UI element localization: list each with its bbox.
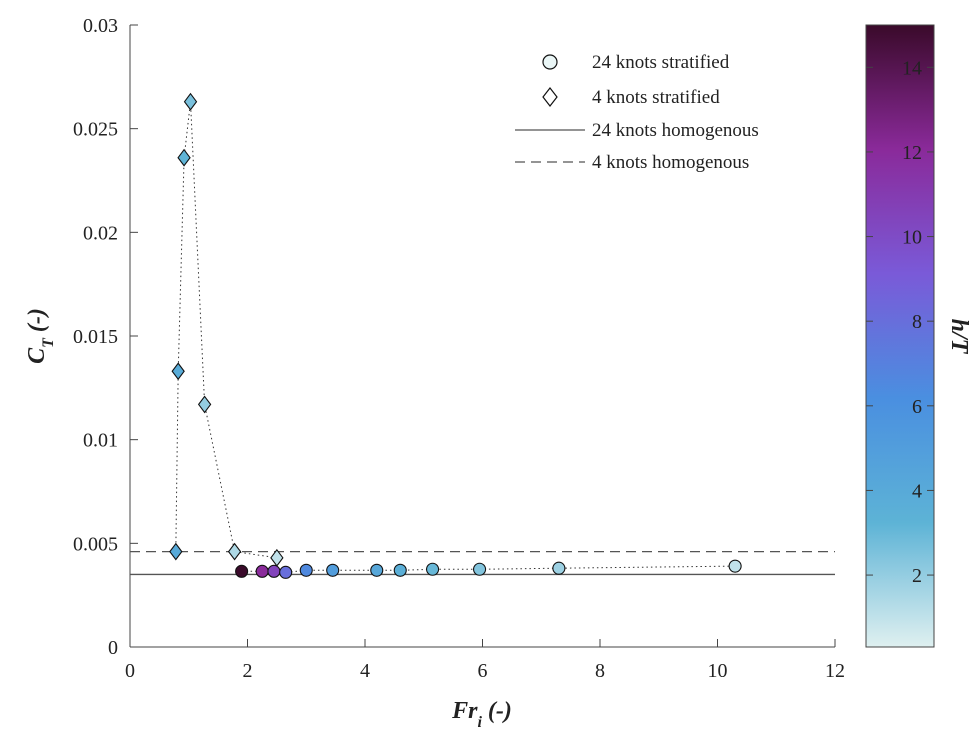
y-tick-label: 0.01 [83, 430, 118, 452]
circle-marker [267, 564, 281, 578]
circle-marker [393, 563, 407, 577]
colorbar-tick-label: 2 [912, 565, 922, 587]
connector-diamond [175, 101, 277, 559]
legend-label: 24 knots stratified [592, 52, 730, 73]
colorbar-label: h/T [946, 319, 969, 355]
legend-circle-marker [542, 54, 558, 70]
x-tick-label: 10 [708, 660, 728, 682]
diamond-marker [171, 362, 185, 381]
y-tick-label: 0.005 [73, 533, 118, 555]
y-tick-label: 0.03 [83, 15, 118, 37]
colorbar-gradient [865, 24, 935, 648]
x-axis-title: Fri (-) [451, 698, 512, 729]
y-tick-label: 0.02 [83, 222, 118, 244]
x-tick-label: 12 [825, 660, 845, 682]
x-tick-label: 2 [243, 660, 253, 682]
circle-marker [426, 562, 440, 576]
colorbar-tick-label: 14 [902, 57, 922, 79]
colorbar-tick-label: 4 [912, 480, 922, 502]
x-axis-ticks: 0 2 4 6 8 10 12 [125, 639, 845, 682]
colorbar-tick-label: 8 [912, 311, 922, 333]
circle-marker [473, 562, 487, 576]
circle-marker [552, 561, 566, 575]
diamond-marker [197, 395, 212, 414]
legend-diamond-marker [542, 87, 558, 107]
y-tick-label: 0.015 [73, 326, 118, 348]
connector-circle [241, 565, 736, 573]
legend-label: 4 knots homogenous [592, 152, 749, 173]
diamond-marker [270, 548, 284, 567]
legend-label: 24 knots homogenous [592, 120, 759, 141]
colorbar-tick-label: 10 [902, 227, 922, 249]
circle-marker [235, 564, 249, 578]
diamond-marker [177, 148, 191, 167]
y-axis-title: CT (-) [24, 308, 57, 364]
colorbar-tick-label: 12 [902, 142, 922, 164]
data-markers [169, 92, 742, 579]
circle-marker [255, 564, 269, 578]
circle-marker [728, 559, 742, 573]
legend: 24 knots stratified 4 knots stratified 24 … [515, 52, 759, 173]
diamond-marker [227, 542, 242, 561]
circle-marker [370, 563, 384, 577]
y-tick-label: 0 [108, 637, 118, 659]
x-tick-label: 4 [360, 660, 370, 682]
circle-marker [299, 563, 313, 577]
colorbar-tick-label: 6 [912, 396, 922, 418]
x-tick-label: 6 [478, 660, 488, 682]
x-tick-label: 0 [125, 660, 135, 682]
diamond-marker [169, 542, 183, 561]
circle-marker [279, 565, 293, 579]
colorbar: 2 4 6 8 10 12 14 [865, 24, 935, 648]
circle-marker [326, 563, 340, 577]
y-tick-label: 0.025 [73, 119, 118, 141]
x-tick-label: 8 [595, 660, 605, 682]
legend-label: 4 knots stratified [592, 87, 720, 108]
y-axis-ticks: 0 0.005 0.01 0.015 0.02 0.025 0.03 [73, 15, 138, 659]
diamond-marker [183, 92, 198, 111]
